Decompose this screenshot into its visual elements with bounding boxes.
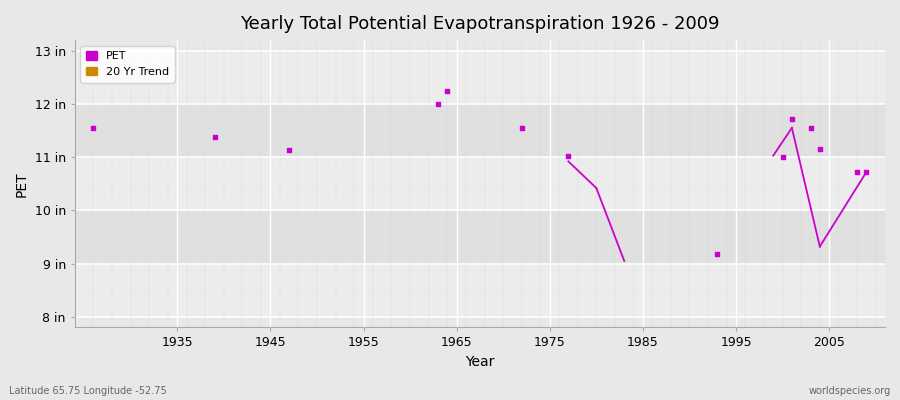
- X-axis label: Year: Year: [465, 355, 495, 369]
- Point: [515, 125, 529, 131]
- Bar: [75, 157, 885, 210]
- Point: [813, 146, 827, 152]
- Point: [282, 147, 296, 154]
- Bar: [75, 210, 885, 264]
- Legend: PET, 20 Yr Trend: PET, 20 Yr Trend: [80, 46, 175, 82]
- Point: [850, 169, 864, 175]
- Text: worldspecies.org: worldspecies.org: [809, 386, 891, 396]
- Y-axis label: PET: PET: [15, 171, 29, 196]
- Point: [86, 125, 101, 131]
- Bar: [75, 51, 885, 104]
- Title: Yearly Total Potential Evapotranspiration 1926 - 2009: Yearly Total Potential Evapotranspiratio…: [240, 15, 720, 33]
- Bar: [75, 104, 885, 157]
- Point: [440, 88, 454, 94]
- Point: [431, 101, 446, 107]
- Point: [776, 154, 790, 160]
- Text: Latitude 65.75 Longitude -52.75: Latitude 65.75 Longitude -52.75: [9, 386, 166, 396]
- Point: [785, 116, 799, 122]
- Bar: [75, 264, 885, 317]
- Point: [207, 134, 221, 140]
- Point: [804, 125, 818, 131]
- Point: [562, 153, 576, 159]
- Point: [710, 251, 724, 257]
- Point: [860, 169, 874, 175]
